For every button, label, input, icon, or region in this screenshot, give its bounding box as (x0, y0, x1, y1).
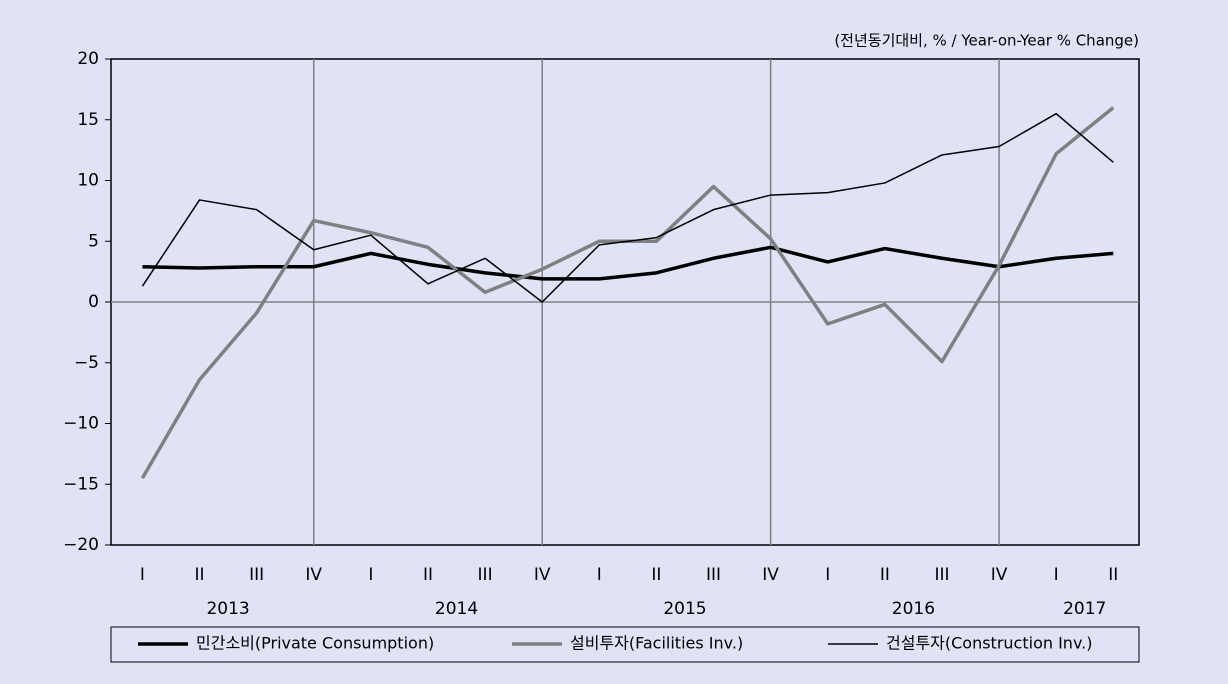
unit-note: (전년동기대비, % / Year-on-Year % Change) (834, 32, 1139, 50)
y-tick-label: −20 (63, 535, 99, 555)
x-tick-label: IV (991, 565, 1008, 585)
x-tick-label: I (368, 565, 373, 585)
y-tick-label: 20 (77, 49, 99, 69)
legend-box (110, 626, 1140, 663)
year-label: 2014 (435, 599, 478, 619)
x-tick-label: I (597, 565, 602, 585)
y-tick-label: −10 (63, 414, 99, 434)
x-tick-label: IV (762, 565, 779, 585)
y-tick-label: −15 (63, 474, 99, 494)
series-line (141, 112, 1114, 303)
x-tick-label: IV (534, 565, 551, 585)
x-tick-label: II (423, 565, 433, 585)
x-tick-label: II (1108, 565, 1118, 585)
y-tick-label: 5 (88, 231, 99, 251)
x-tick-label: III (706, 565, 721, 585)
x-tick-label: I (825, 565, 830, 585)
x-tick-label: II (651, 565, 661, 585)
year-label: 2017 (1063, 599, 1106, 619)
y-tick-label: −5 (74, 353, 99, 373)
x-tick-label: I (140, 565, 145, 585)
x-tick-label: I (1054, 565, 1059, 585)
year-label: 2013 (206, 599, 249, 619)
legend-label: 설비투자(Facilities Inv.) (570, 634, 743, 653)
y-tick-label: 0 (88, 292, 99, 312)
x-tick-label: II (195, 565, 205, 585)
legend-label: 민간소비(Private Consumption) (196, 634, 434, 653)
legend-label: 건설투자(Construction Inv.) (886, 634, 1093, 653)
x-tick-label: III (249, 565, 264, 585)
x-tick-label: IV (305, 565, 322, 585)
y-tick-label: 15 (77, 110, 99, 130)
year-label: 2016 (892, 599, 935, 619)
x-tick-label: III (478, 565, 493, 585)
x-tick-label: III (934, 565, 949, 585)
x-tick-label: II (880, 565, 890, 585)
series-line (142, 245, 1114, 281)
y-tick-label: 10 (77, 171, 99, 191)
year-label: 2015 (663, 599, 706, 619)
